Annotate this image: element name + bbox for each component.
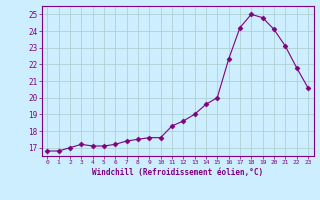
X-axis label: Windchill (Refroidissement éolien,°C): Windchill (Refroidissement éolien,°C): [92, 168, 263, 177]
